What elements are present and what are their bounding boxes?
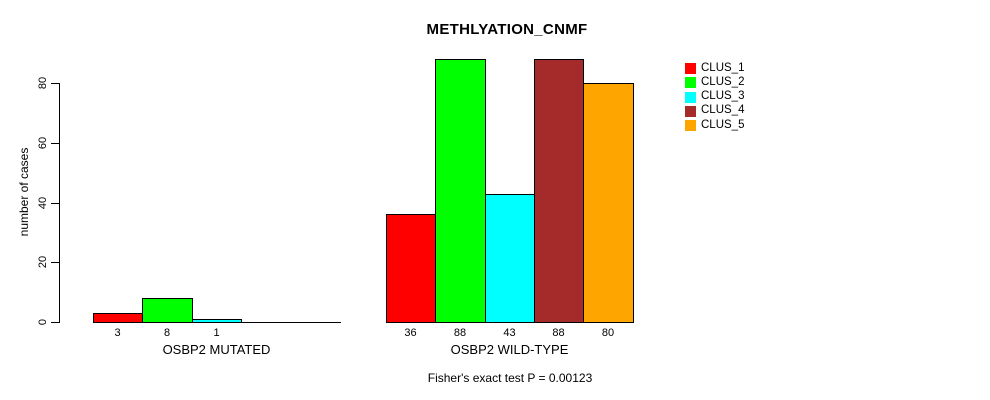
y-axis-line <box>59 83 60 323</box>
bar-value-label: 88 <box>453 327 467 339</box>
bar-value-label: 3 <box>114 327 121 339</box>
legend-swatch-clus_5 <box>685 120 696 132</box>
chart-title: METHLYATION_CNMF <box>426 21 588 38</box>
bar-clus_5 <box>583 83 634 323</box>
y-axis-label: number of cases <box>17 147 31 237</box>
footer-caption: Fisher's exact test P = 0.00123 <box>427 371 593 385</box>
legend-label: CLUS_2 <box>701 75 745 88</box>
group-label: OSBP2 MUTATED <box>162 342 271 357</box>
y-axis-tick <box>51 262 59 263</box>
legend-swatch-clus_1 <box>685 63 696 74</box>
bar-value-label: 8 <box>163 327 171 339</box>
y-axis-tick <box>51 322 59 323</box>
legend-swatch-clus_3 <box>685 91 696 103</box>
y-tick-label: 40 <box>37 196 49 210</box>
bar-clus_2 <box>142 298 193 323</box>
group-label: OSBP2 WILD-TYPE <box>450 342 569 357</box>
y-tick-label: 20 <box>37 255 49 269</box>
bar-value-label: 36 <box>404 327 417 339</box>
y-tick-label: 0 <box>37 318 49 326</box>
bar-clus_2 <box>435 59 486 323</box>
bar-clus_1 <box>93 313 143 323</box>
legend-label: CLUS_3 <box>701 90 745 103</box>
legend-label: CLUS_4 <box>701 104 745 117</box>
bar-clus_1 <box>386 214 436 323</box>
y-axis-tick <box>51 83 59 84</box>
bar-value-label: 43 <box>503 327 516 339</box>
bar-value-label: 1 <box>213 327 220 339</box>
y-axis-tick <box>51 143 59 144</box>
legend-label: CLUS_1 <box>701 61 745 74</box>
bar-clus_4 <box>534 59 584 323</box>
y-tick-label: 60 <box>37 136 49 150</box>
y-axis-tick <box>51 203 59 204</box>
legend-swatch-clus_2 <box>685 77 696 89</box>
bar-value-label: 80 <box>601 327 615 339</box>
bar-value-label: 88 <box>552 327 565 339</box>
bar-clus_3 <box>192 319 242 323</box>
legend-swatch-clus_4 <box>685 105 696 117</box>
legend-label: CLUS_5 <box>701 118 745 131</box>
bar-clus_3 <box>485 194 535 323</box>
y-tick-label: 80 <box>37 76 49 90</box>
